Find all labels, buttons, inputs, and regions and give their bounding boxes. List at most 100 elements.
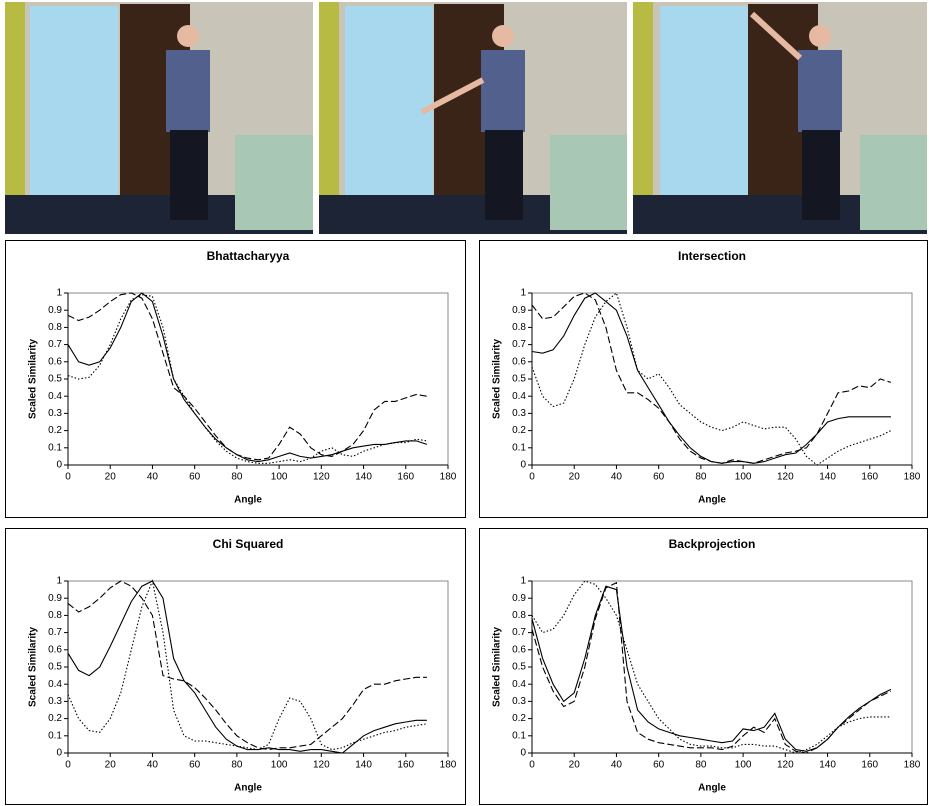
y-tick-label: 0.7 [48, 339, 62, 350]
x-tick-label: 160 [861, 472, 878, 483]
y-tick-label: 0.3 [48, 408, 62, 419]
x-tick-label: 160 [861, 760, 878, 771]
x-tick-label: 60 [189, 760, 201, 771]
y-tick-label: 0.9 [48, 593, 62, 604]
x-axis-label: Angle [234, 495, 262, 506]
chart-frame [5, 528, 466, 805]
x-tick-label: 20 [105, 760, 117, 771]
x-tick-label: 180 [904, 760, 921, 771]
y-tick-label: 0.5 [48, 662, 62, 673]
y-tick-label: 0.4 [512, 391, 526, 402]
y-tick-label: 1 [56, 576, 62, 587]
line-series [67, 580, 427, 754]
photo [319, 2, 627, 234]
y-tick-label: 0.8 [512, 322, 526, 333]
y-tick-label: 0.7 [512, 627, 526, 638]
x-tick-label: 100 [735, 472, 752, 483]
x-tick-label: 0 [529, 472, 535, 483]
y-tick-label: 0.3 [512, 696, 526, 707]
y-tick-label: 0.2 [48, 425, 62, 436]
x-axis-label: Angle [698, 783, 726, 794]
y-tick-label: 1 [520, 288, 526, 299]
y-tick-label: 0.5 [512, 662, 526, 673]
chart-frame [479, 528, 928, 805]
y-tick-label: 0 [56, 460, 62, 471]
line-series [531, 580, 891, 754]
y-tick-label: 0.4 [48, 679, 62, 690]
x-tick-label: 160 [397, 760, 414, 771]
x-axis-label: Angle [234, 783, 262, 794]
x-tick-label: 160 [397, 472, 414, 483]
y-tick-label: 0.7 [512, 339, 526, 350]
y-tick-label: 0.1 [48, 442, 62, 453]
photo [5, 2, 313, 234]
y-tick-label: 0.4 [512, 679, 526, 690]
y-tick-label: 0.1 [512, 442, 526, 453]
y-tick-label: 0.6 [48, 356, 62, 367]
y-tick-label: 0.6 [512, 356, 526, 367]
x-tick-label: 80 [695, 472, 707, 483]
x-tick-label: 140 [355, 760, 372, 771]
y-tick-label: 0.3 [512, 408, 526, 419]
y-tick-label: 0.5 [48, 374, 62, 385]
x-tick-label: 120 [313, 472, 330, 483]
y-tick-label: 0.6 [48, 644, 62, 655]
y-tick-label: 0.9 [48, 305, 62, 316]
x-axis-label: Angle [698, 495, 726, 506]
x-tick-label: 60 [653, 472, 665, 483]
y-axis-label: Scaled Similarity [492, 339, 503, 419]
x-tick-label: 80 [231, 472, 243, 483]
x-tick-label: 120 [777, 472, 794, 483]
line-series [67, 580, 427, 751]
x-tick-label: 100 [271, 760, 288, 771]
y-tick-label: 0.1 [48, 730, 62, 741]
x-tick-label: 20 [569, 760, 581, 771]
y-tick-label: 0.6 [512, 644, 526, 655]
y-tick-label: 0.2 [48, 713, 62, 724]
x-tick-label: 100 [271, 472, 288, 483]
chart: Intersection 0 0.1 0.2 0.3 0.4 0.5 0.6 0.7 0.8 0.9… [479, 240, 928, 518]
x-tick-label: 40 [147, 760, 159, 771]
y-axis-label: Scaled Similarity [28, 339, 39, 419]
y-tick-label: 0.7 [48, 627, 62, 638]
x-tick-label: 0 [65, 760, 71, 771]
x-tick-label: 140 [355, 472, 372, 483]
x-tick-label: 60 [653, 760, 665, 771]
x-tick-label: 40 [147, 472, 159, 483]
line-series [67, 294, 427, 464]
x-tick-label: 180 [904, 472, 921, 483]
x-tick-label: 80 [695, 760, 707, 771]
x-tick-label: 80 [231, 760, 243, 771]
photo [633, 2, 927, 234]
chart-title: Chi Squared [213, 537, 284, 551]
y-axis-label: Scaled Similarity [492, 627, 503, 707]
chart-title: Bhattacharyya [207, 249, 290, 263]
x-tick-label: 60 [189, 472, 201, 483]
line-series [531, 581, 892, 754]
chart-frame [479, 240, 928, 518]
y-tick-label: 0 [56, 748, 62, 759]
chart: Backprojection 0 0.1 0.2 0.3 0.4 0.5 0.6 0.7 0.8 0… [479, 528, 928, 805]
line-series [67, 579, 427, 751]
x-tick-label: 140 [819, 472, 836, 483]
x-tick-label: 0 [529, 760, 535, 771]
y-axis-label: Scaled Similarity [28, 627, 39, 707]
chart: Bhattacharyya 0 0.1 0.2 0.3 0.4 0.5 0.6 0.7 0.8 0.… [5, 240, 466, 518]
x-tick-label: 120 [313, 760, 330, 771]
x-tick-label: 120 [777, 760, 794, 771]
x-tick-label: 100 [735, 760, 752, 771]
x-tick-label: 40 [611, 760, 623, 771]
x-tick-label: 140 [819, 760, 836, 771]
x-tick-label: 20 [569, 472, 581, 483]
y-tick-label: 0.4 [48, 391, 62, 402]
chart-title: Backprojection [669, 537, 756, 551]
y-tick-label: 0.3 [48, 696, 62, 707]
line-series [67, 292, 427, 461]
line-series [67, 292, 428, 463]
y-tick-label: 0.5 [512, 374, 526, 385]
y-tick-label: 0.8 [512, 610, 526, 621]
y-tick-label: 1 [56, 288, 62, 299]
chart-frame [5, 240, 466, 518]
x-tick-label: 180 [440, 472, 457, 483]
